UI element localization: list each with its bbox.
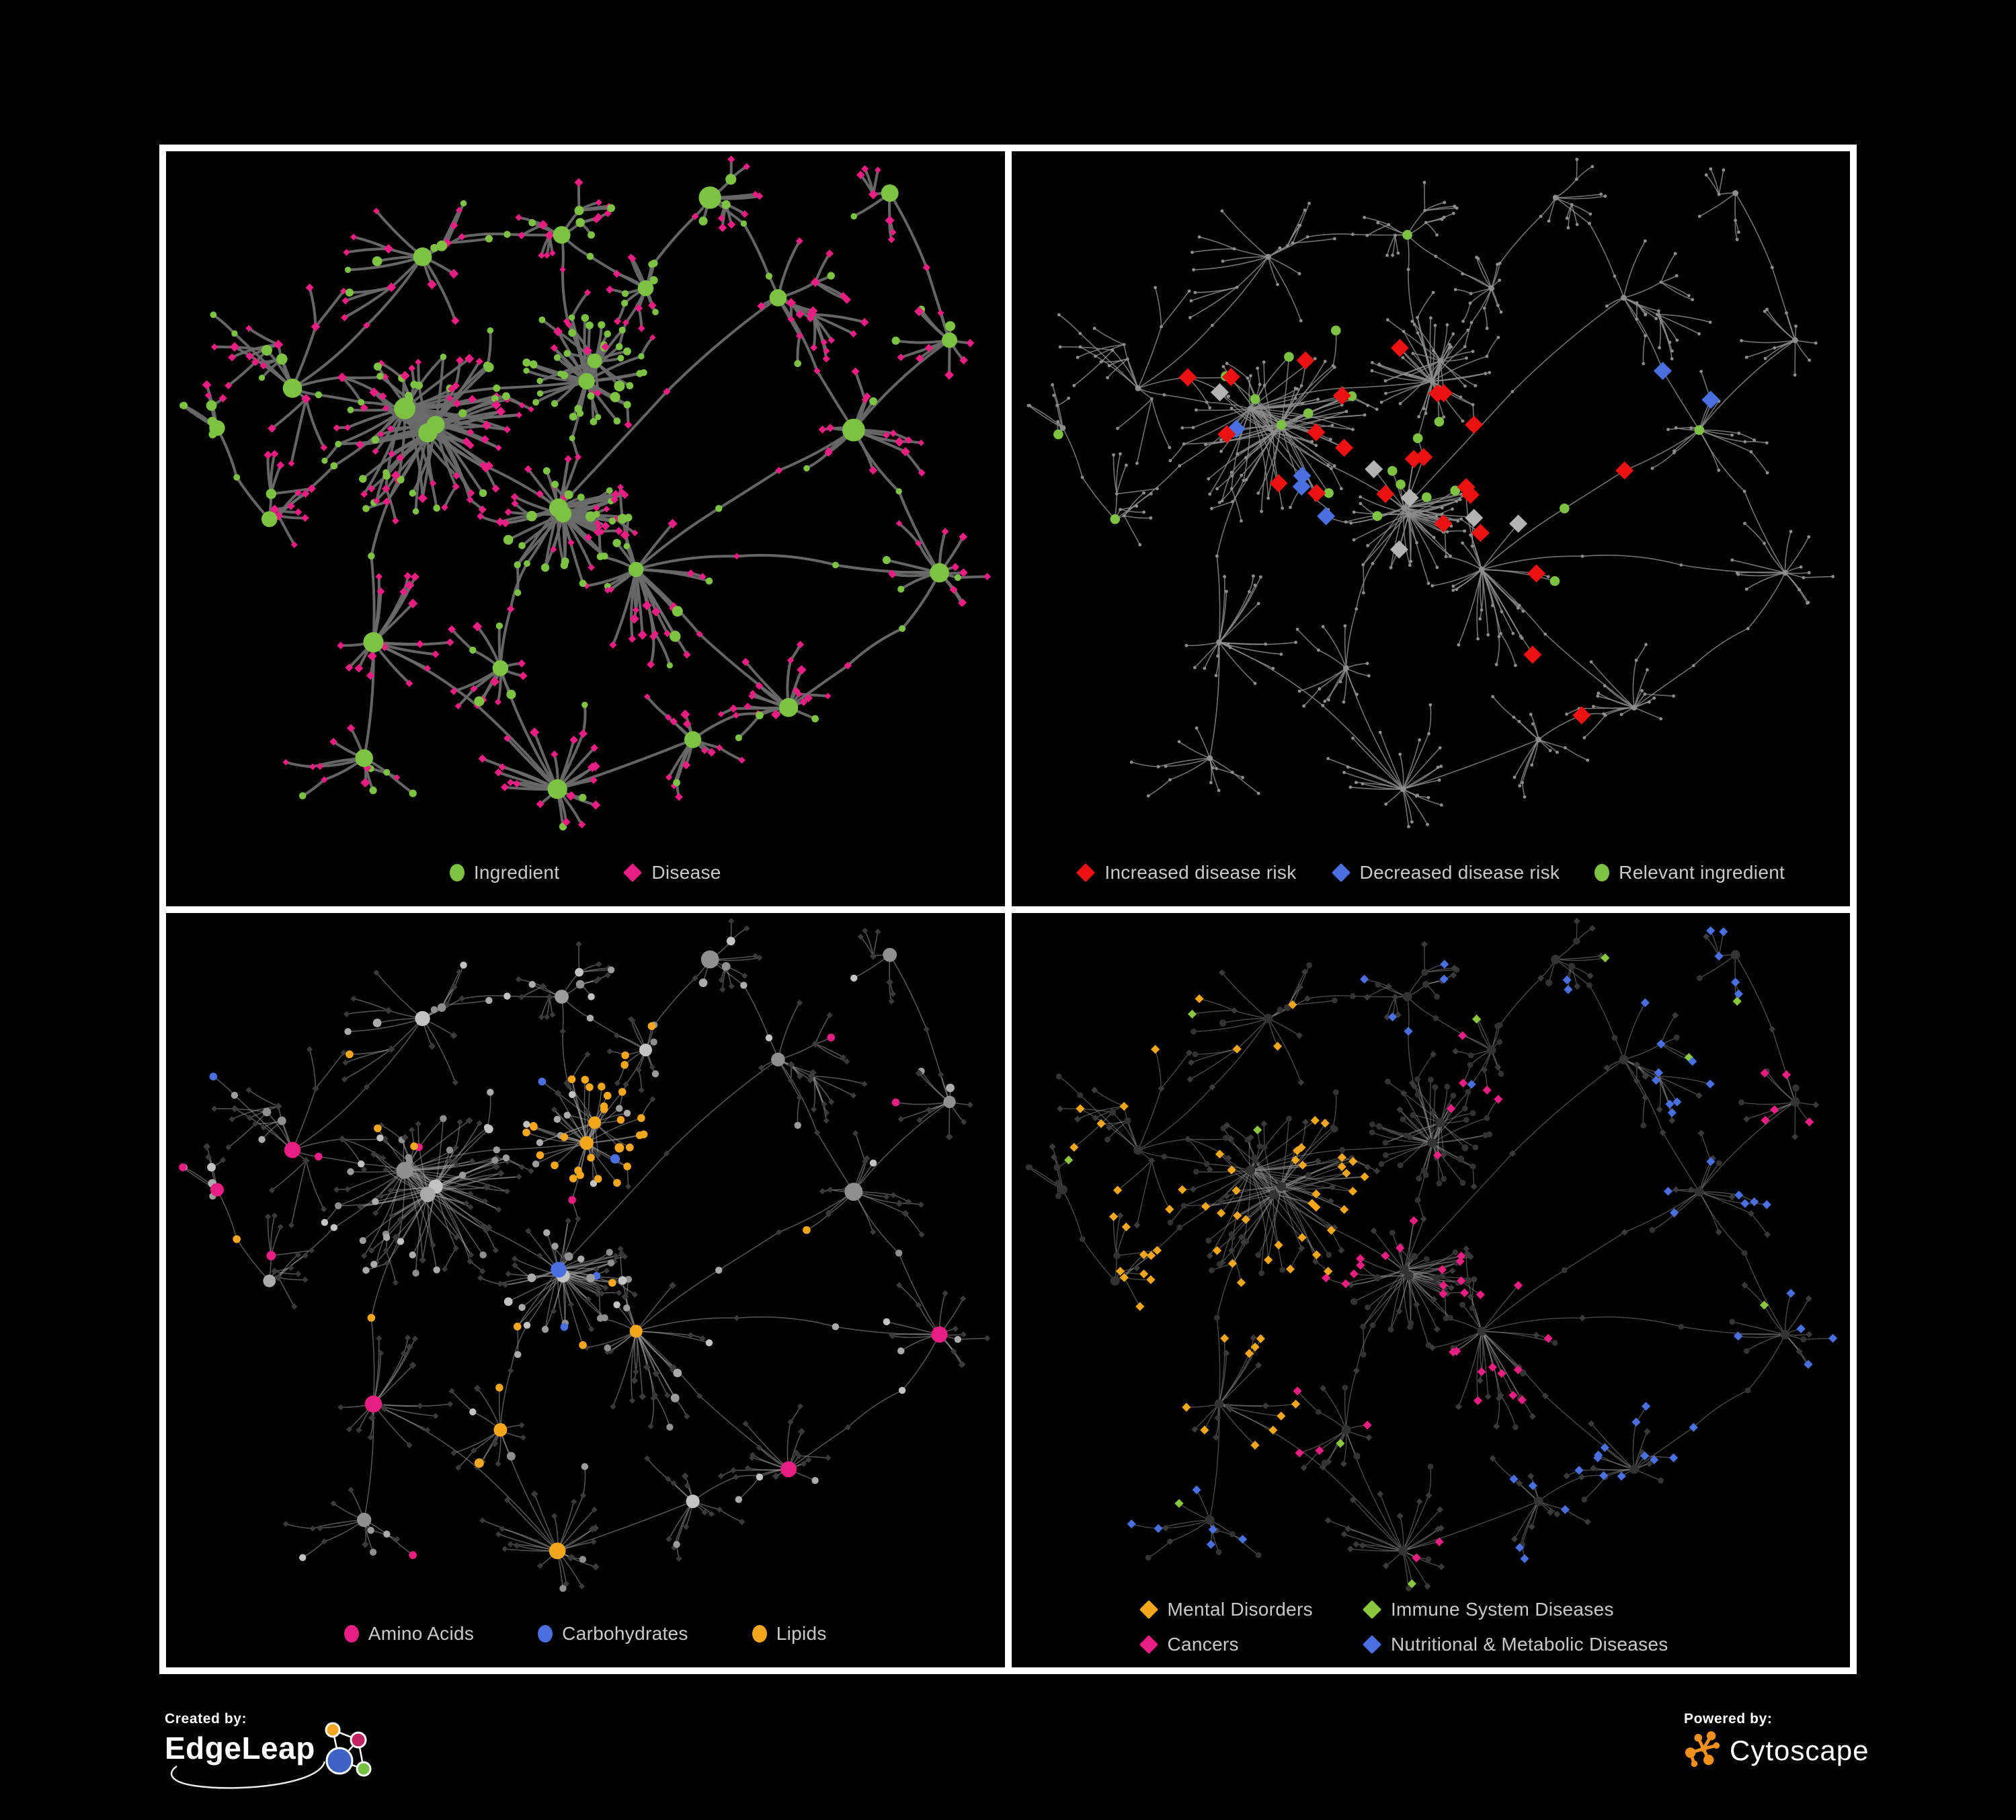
legend-label: Nutritional & Metabolic Diseases [1390,1634,1668,1655]
legend-label: Mental Disorders [1167,1599,1313,1620]
panel-disease-classes: Mental Disorders Immune System Diseases … [1011,912,1850,1667]
cytoscape-wordmark: Cytoscape [1730,1734,1869,1766]
network-graph-ingredient-disease [179,155,992,831]
nutritional-metabolic-diamond-marker [1362,1634,1382,1655]
powered-by-label: Powered by: [1684,1711,1773,1727]
relevant-ingredient-circle-marker [1595,863,1610,881]
legend-item: Lipids [752,1623,827,1645]
legend-disease-risk: Increased disease risk Decreased disease… [1012,862,1851,883]
credit-cytoscape: Powered by: [1684,1711,1869,1770]
created-by-label: Created by: [165,1711,247,1727]
ingredient-circle-marker [449,863,465,881]
mental-disorders-diamond-marker [1139,1599,1158,1620]
edgeleap-logo-icon [325,1722,372,1777]
legend-item: Decreased disease risk [1331,861,1560,883]
network-graph-nutrient-classes [179,917,991,1592]
amino-acids-circle-marker [344,1625,359,1643]
panel-grid: Ingredient Disease Increased disease ris… [159,145,1857,1674]
carbohydrates-circle-marker [538,1625,553,1643]
legend-ingredient-disease: Ingredient Disease [166,862,1005,883]
legend-item: Carbohydrates [538,1623,688,1645]
edgeleap-wordmark: EdgeLeap [165,1731,315,1766]
legend-item: Mental Disorders [1139,1599,1313,1620]
legend-item: Cancers [1139,1634,1313,1655]
legend-label: Disease [651,861,721,883]
lipids-circle-marker [752,1625,767,1643]
legend-item: Immune System Diseases [1362,1599,1668,1620]
disease-diamond-marker [623,863,643,882]
legend-item: Disease [623,862,721,883]
legend-label: Relevant ingredient [1619,861,1785,883]
panel-nutrient-classes: Amino Acids Carbohydrates Lipids [166,912,1005,1667]
edgeleap-swoosh [170,1761,326,1789]
legend-item: Amino Acids [344,1623,474,1645]
legend-label: Lipids [776,1623,827,1644]
increased-risk-diamond-marker [1076,863,1096,882]
network-graph-disease-classes [1024,917,1837,1591]
credit-edgeleap: Created by: EdgeLeap [165,1711,377,1789]
legend-label: Carbohydrates [562,1623,688,1644]
decreased-risk-diamond-marker [1331,863,1350,882]
panel-ingredient-disease: Ingredient Disease [166,151,1005,906]
legend-label: Decreased disease risk [1359,861,1560,883]
cytoscape-logo-icon [1685,1731,1720,1768]
legend-label: Increased disease risk [1104,861,1297,883]
legend-item: Ingredient [449,861,560,883]
legend-label: Ingredient [473,861,560,883]
immune-diseases-diamond-marker [1362,1599,1382,1620]
legend-label: Cancers [1167,1634,1239,1655]
legend-item: Relevant ingredient [1595,862,1785,883]
legend-label: Amino Acids [368,1623,475,1644]
panel-disease-risk: Increased disease risk Decreased disease… [1011,151,1851,906]
legend-label: Immune System Diseases [1390,1599,1614,1620]
network-graph-disease-risk [1026,157,1834,828]
legend-item: Nutritional & Metabolic Diseases [1362,1634,1668,1655]
legend-disease-classes: Mental Disorders Immune System Diseases … [1139,1599,1668,1655]
legend-item: Increased disease risk [1076,862,1296,883]
cancers-diamond-marker [1139,1634,1158,1655]
legend-nutrient-classes: Amino Acids Carbohydrates Lipids [166,1623,1005,1645]
